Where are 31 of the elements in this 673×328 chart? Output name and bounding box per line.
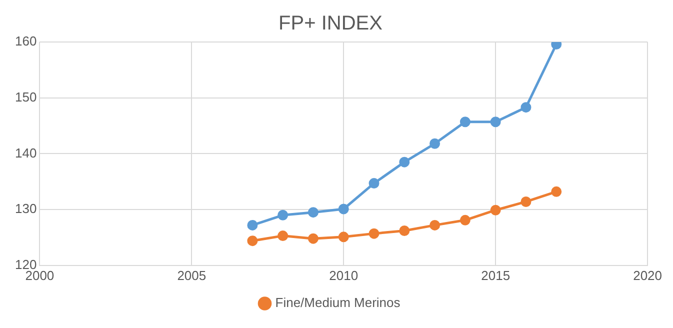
point bbox=[308, 207, 318, 218]
chart-title: FP+ INDEX bbox=[278, 12, 382, 35]
y-tick-label: 160 bbox=[14, 34, 37, 49]
point bbox=[460, 214, 470, 226]
point bbox=[338, 232, 349, 242]
point bbox=[490, 204, 501, 216]
point bbox=[308, 233, 318, 244]
point bbox=[399, 226, 410, 236]
point bbox=[368, 178, 380, 189]
point bbox=[520, 102, 532, 113]
point bbox=[460, 116, 470, 128]
x-tick-label: 2020 bbox=[633, 268, 662, 283]
point bbox=[338, 204, 349, 214]
point bbox=[490, 116, 501, 128]
point bbox=[368, 228, 380, 239]
point bbox=[247, 236, 258, 246]
point bbox=[278, 210, 288, 220]
y-tick-label: 130 bbox=[14, 201, 37, 216]
point bbox=[278, 230, 288, 242]
y-tick-label: 140 bbox=[14, 145, 37, 160]
point bbox=[520, 196, 532, 207]
y-tick-label: 150 bbox=[14, 89, 37, 104]
x-tick-label: 2015 bbox=[481, 268, 510, 283]
point bbox=[430, 138, 440, 149]
point bbox=[399, 156, 410, 168]
x-tick-label: 2005 bbox=[177, 268, 206, 283]
point bbox=[551, 186, 562, 197]
point bbox=[430, 220, 440, 230]
x-tick-label: 2010 bbox=[329, 268, 358, 283]
point bbox=[247, 220, 258, 230]
legend-label: Fine/Medium Merinos bbox=[275, 295, 401, 310]
